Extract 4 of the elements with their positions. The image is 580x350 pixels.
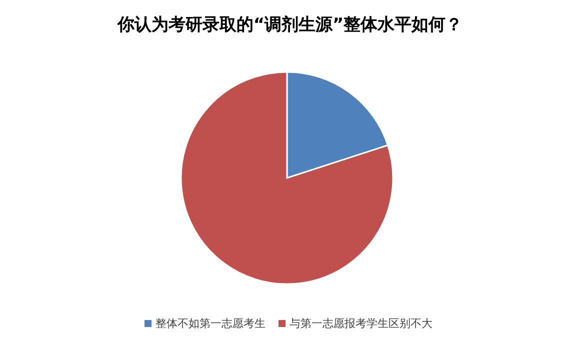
legend-label: 与第一志愿报考学生区别不大: [290, 317, 432, 330]
pie-slice: [180, 71, 394, 285]
legend-label: 整体不如第一志愿考生: [156, 317, 266, 330]
chart-title: 你认为考研录取的“调剂生源”整体水平如何？: [116, 15, 463, 35]
